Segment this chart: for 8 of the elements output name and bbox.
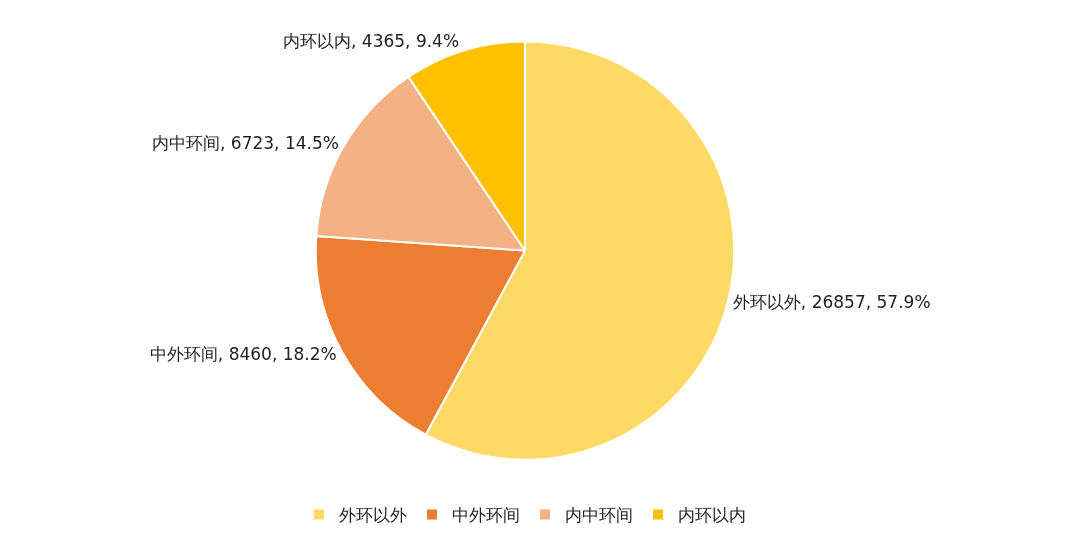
data-label: 中外环间, 8460, 18.2% [149,343,337,364]
data-label: 内中环间, 6723, 14.5% [152,133,339,154]
data-label: 外环以外, 26857, 57.9% [732,292,931,313]
legend-label: 中外环间 [452,505,520,526]
legend-label: 内中环间 [565,505,633,526]
data-label: 内环以内, 4365, 9.4% [283,31,460,52]
legend-label: 外环以外 [339,505,407,526]
legend-label: 内环以内 [678,505,746,526]
